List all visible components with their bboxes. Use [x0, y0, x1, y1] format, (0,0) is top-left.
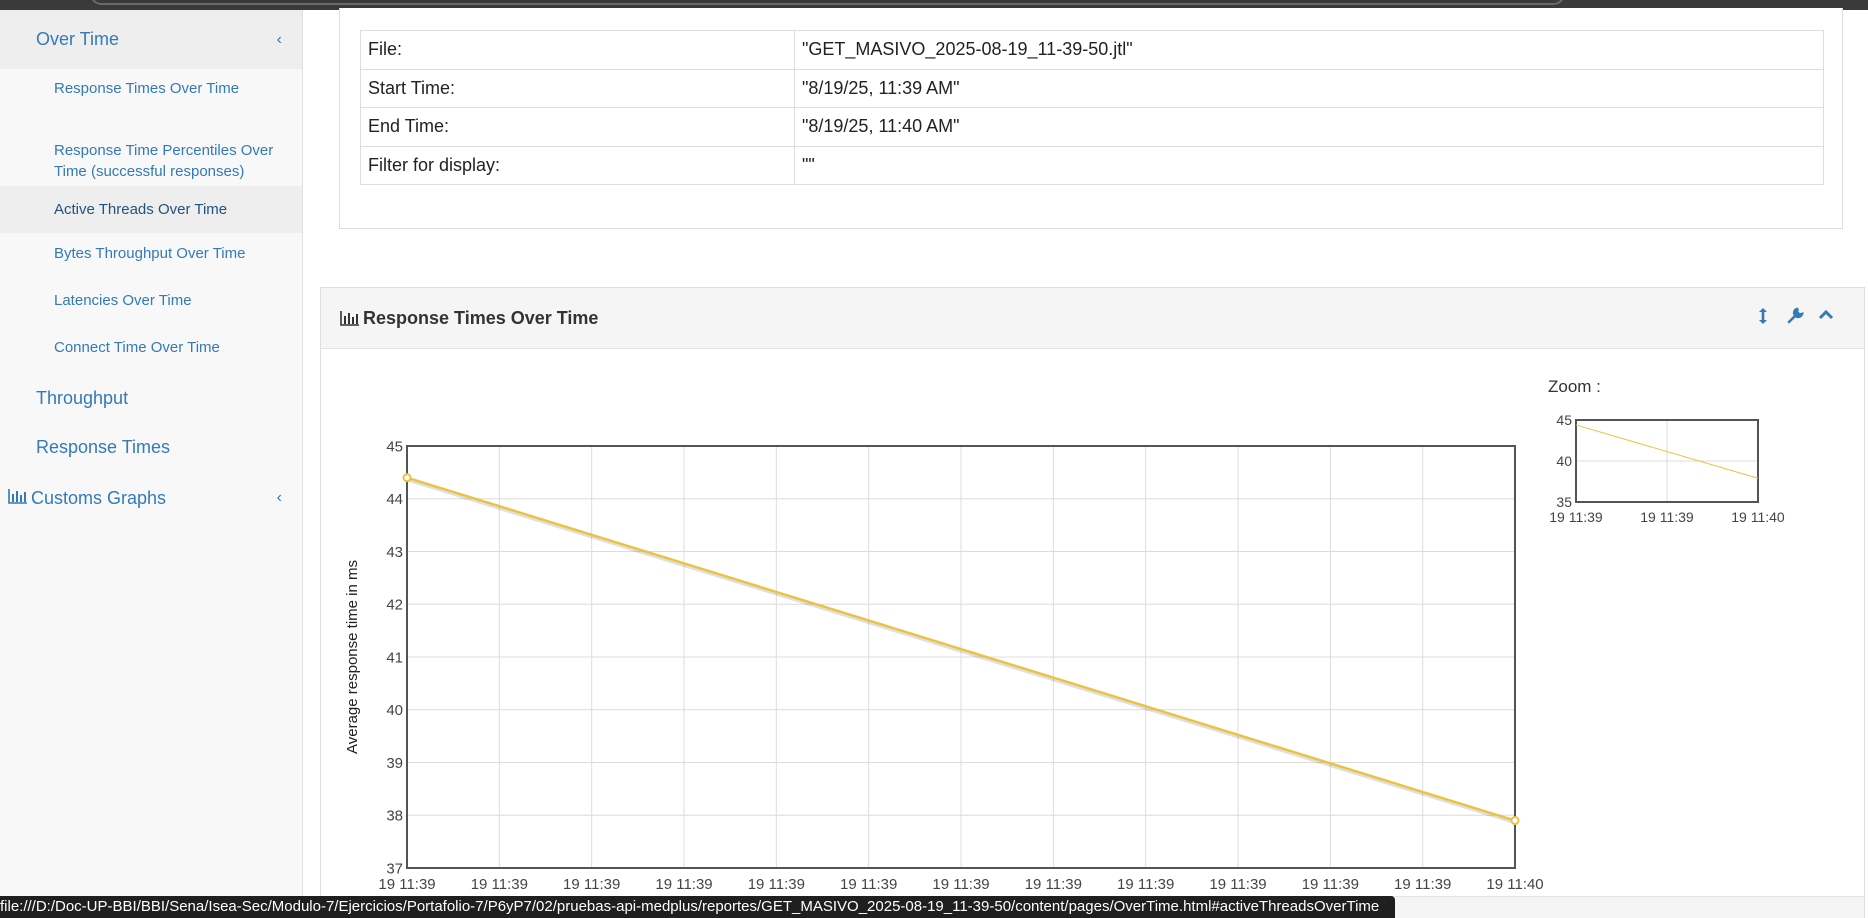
info-value: "8/19/25, 11:39 AM": [795, 69, 1824, 108]
sidebar-item-label: Response Time Percentiles Over Time (suc…: [54, 140, 280, 182]
sidebar-item-active-threads-over-time[interactable]: Active Threads Over Time: [0, 186, 302, 233]
x-tick-label: 19 11:39: [840, 876, 897, 893]
sidebar-item-label: Latencies Over Time: [54, 290, 192, 311]
y-tick-label: 44: [386, 491, 403, 508]
sidebar-item-label: Active Threads Over Time: [54, 199, 227, 220]
x-tick-label: 19 11:39: [471, 876, 528, 893]
chevron-left-icon: ‹: [277, 31, 282, 49]
info-panel: File: "GET_MASIVO_2025-08-19_11-39-50.jt…: [339, 8, 1843, 229]
sidebar-item-throughput[interactable]: Throughput: [0, 380, 302, 416]
sidebar-group-label: Customs Graphs: [31, 488, 166, 509]
x-tick-label: 19 11:39: [748, 876, 805, 893]
collapse-up-icon[interactable]: [1818, 307, 1834, 328]
info-key: Start Time:: [361, 69, 795, 108]
status-bar-url: file:///D:/Doc-UP-BBI/BBI/Sena/Isea-Sec/…: [0, 896, 1395, 918]
y-tick-label: 45: [386, 438, 403, 455]
x-tick-label: 19 11:40: [1731, 509, 1785, 525]
sidebar-item-label: Response Times: [36, 437, 170, 458]
table-row: End Time: "8/19/25, 11:40 AM": [361, 108, 1824, 147]
sidebar-item-connect-time-over-time[interactable]: Connect Time Over Time: [0, 332, 302, 362]
sidebar-group-customs-graphs[interactable]: Customs Graphs ‹: [0, 480, 302, 516]
graph-panel-header: Response Times Over Time: [321, 288, 1864, 349]
y-tick-label: 40: [386, 702, 403, 719]
sidebar-item-response-time-percentiles[interactable]: Response Time Percentiles Over Time (suc…: [0, 131, 302, 191]
x-tick-label: 19 11:39: [1117, 876, 1174, 893]
info-table: File: "GET_MASIVO_2025-08-19_11-39-50.jt…: [360, 30, 1824, 185]
y-tick-label: 42: [386, 597, 403, 614]
x-tick-label: 19 11:39: [1549, 509, 1603, 525]
info-key: End Time:: [361, 108, 795, 147]
sidebar-item-label: Throughput: [36, 388, 128, 409]
graph-panel: Response Times Over Time 37 38 39 40 41 42 43 4…: [320, 287, 1865, 918]
main-chart[interactable]: 37 38 39 40 41 42 43 44 45 19 11:39 19 11:39 19 11:…: [321, 349, 1581, 895]
wrench-icon[interactable]: [1787, 307, 1804, 329]
table-row: Start Time: "8/19/25, 11:39 AM": [361, 69, 1824, 108]
y-axis-label: Average response time in ms: [344, 560, 361, 754]
sidebar-item-label: Bytes Throughput Over Time: [54, 243, 245, 264]
x-tick-label: 19 11:40: [1486, 876, 1543, 893]
sidebar-item-response-times-over-time[interactable]: Response Times Over Time: [0, 73, 302, 103]
y-tick-label: 40: [1556, 453, 1572, 469]
info-key: File:: [361, 31, 795, 70]
x-tick-label: 19 11:39: [1640, 509, 1694, 525]
y-tick-label: 39: [386, 755, 403, 772]
main-content: File: "GET_MASIVO_2025-08-19_11-39-50.jt…: [303, 10, 1868, 918]
table-row: File: "GET_MASIVO_2025-08-19_11-39-50.jt…: [361, 31, 1824, 70]
y-tick-label: 35: [1556, 494, 1572, 510]
x-tick-label: 19 11:39: [563, 876, 620, 893]
expand-vertical-icon[interactable]: [1757, 307, 1769, 330]
x-tick-label: 19 11:39: [1025, 876, 1082, 893]
sidebar-group-over-time[interactable]: Over Time ‹: [0, 10, 302, 69]
sidebar-group-label: Over Time: [36, 29, 119, 50]
y-tick-label: 43: [386, 544, 403, 561]
sidebar: Over Time ‹ Response Times Over Time Res…: [0, 10, 303, 918]
data-point: [1512, 817, 1519, 824]
sidebar-item-response-times[interactable]: Response Times: [0, 429, 302, 465]
sidebar-item-latencies-over-time[interactable]: Latencies Over Time: [0, 285, 302, 315]
table-row: Filter for display: "": [361, 146, 1824, 185]
x-tick-label: 19 11:39: [378, 876, 435, 893]
x-tick-label: 19 11:39: [932, 876, 989, 893]
sidebar-item-label: Response Times Over Time: [54, 78, 239, 99]
zoom-chart[interactable]: 35 40 45 19 11:39 19 11:39 19 11:40: [1548, 408, 1808, 528]
series-shadow: [408, 480, 1516, 823]
x-tick-label: 19 11:39: [1209, 876, 1266, 893]
x-tick-label: 19 11:39: [655, 876, 712, 893]
x-tick-label: 19 11:39: [1302, 876, 1359, 893]
info-value: "8/19/25, 11:40 AM": [795, 108, 1824, 147]
chevron-left-icon: ‹: [277, 489, 282, 507]
info-key: Filter for display:: [361, 146, 795, 185]
zoom-label: Zoom :: [1548, 377, 1601, 397]
y-tick-label: 45: [1556, 412, 1572, 428]
address-bar[interactable]: [90, 0, 1565, 5]
graph-title: Response Times Over Time: [321, 308, 598, 329]
bar-chart-icon: [340, 310, 360, 331]
bar-chart-icon: [8, 488, 28, 509]
sidebar-item-bytes-throughput-over-time[interactable]: Bytes Throughput Over Time: [0, 238, 302, 268]
y-tick-label: 41: [386, 649, 403, 666]
sidebar-item-label: Connect Time Over Time: [54, 337, 220, 358]
y-tick-label: 37: [386, 860, 403, 877]
x-tick-label: 19 11:39: [1394, 876, 1451, 893]
data-point: [404, 474, 411, 481]
info-value: "": [795, 146, 1824, 185]
info-value: "GET_MASIVO_2025-08-19_11-39-50.jtl": [795, 31, 1824, 70]
y-tick-label: 38: [386, 808, 403, 825]
